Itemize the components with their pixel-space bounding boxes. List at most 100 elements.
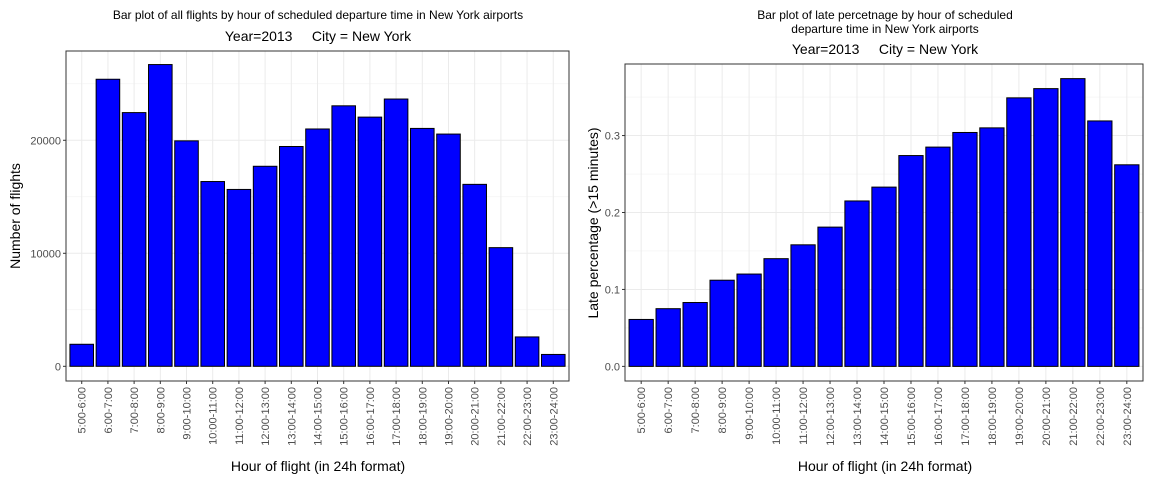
x-axis: 5:00-6:00 6:00-7:00 7:00-8:00 8:00-9:00 9:00… [636,381,1134,446]
x-axis-title: Hour of flight (in 24h format) [231,458,405,474]
late-percentage-chart: Bar plot of late percetnage by hour of s… [585,8,1144,474]
bar-22:00-23:00 [514,336,540,367]
x-tick-label: 20:00-21:00 [470,387,482,446]
x-tick-label: 5:00-6:00 [77,387,89,433]
bar-13:00-14:00 [279,145,304,367]
bars [628,78,1140,367]
x-tick-label: 21:00-22:00 [1068,387,1080,446]
x-tick-label: 10:00-11:00 [771,387,783,445]
bar-6:00-7:00 [95,78,121,367]
bar-15:00-16:00 [331,105,356,367]
bar-13:00-14:00 [844,200,870,367]
bar-20:00-21:00 [1033,88,1059,367]
x-tick-label: 22:00-23:00 [522,387,534,446]
bar-14:00-15:00 [305,128,330,367]
y-tick-label: 20000 [30,135,61,147]
x-tick-label: 13:00-14:00 [852,387,864,446]
chart-title: Bar plot of late percetnage by hour of s… [757,8,1013,22]
bar-23:00-24:00 [540,353,566,367]
bar-18:00-19:00 [979,127,1005,367]
bar-14:00-15:00 [871,186,897,367]
bar-7:00-8:00 [121,112,147,367]
y-tick-label: 0.2 [605,207,620,219]
x-tick-label: 17:00-18:00 [391,387,403,446]
x-tick-label: 15:00-16:00 [339,387,351,446]
bar-21:00-22:00 [1060,78,1086,367]
x-tick-label: 14:00-15:00 [879,387,891,446]
x-tick-label: 11:00-12:00 [234,387,246,445]
y-tick-label: 0.0 [605,361,620,373]
bar-16:00-17:00 [357,116,383,367]
x-tick-label: 8:00-9:00 [717,387,729,433]
chart-title: Bar plot of all flights by hour of sched… [113,8,523,22]
x-tick-label: 20:00-21:00 [1041,387,1053,446]
bar-15:00-16:00 [898,155,924,367]
x-tick-label: 8:00-9:00 [155,387,167,433]
x-tick-label: 12:00-13:00 [260,387,272,446]
bar-5:00-6:00 [69,343,95,367]
x-tick-label: 13:00-14:00 [286,387,298,446]
bar-8:00-9:00 [148,64,173,367]
x-tick-label: 9:00-10:00 [744,387,756,440]
bar-8:00-9:00 [709,279,735,367]
y-tick-label: 0.1 [605,284,620,296]
x-axis-title: Hour of flight (in 24h format) [798,458,972,474]
x-tick-label: 22:00-23:00 [1095,387,1107,446]
bar-22:00-23:00 [1087,120,1113,367]
bar-23:00-24:00 [1114,164,1140,367]
chart-subtitle: Year=2013 City = New York [225,28,412,44]
bar-5:00-6:00 [628,318,654,367]
x-tick-label: 16:00-17:00 [933,387,945,446]
x-tick-label: 5:00-6:00 [636,387,648,433]
bar-10:00-11:00 [763,258,789,367]
x-tick-label: 14:00-15:00 [313,387,325,446]
y-axis-title: Number of flights [7,163,23,269]
y-axis: 0 10000 20000 [30,135,66,373]
x-tick-label: 9:00-10:00 [182,387,194,440]
y-tick-label: 10000 [30,248,61,260]
x-tick-label: 23:00-24:00 [548,387,560,446]
bar-7:00-8:00 [682,302,708,367]
y-axis-title: Late percentage (>15 minutes) [585,127,601,318]
chart-subtitle: Year=2013 City = New York [792,41,979,57]
bar-20:00-21:00 [462,183,487,367]
bar-9:00-10:00 [174,140,199,367]
x-axis: 5:00-6:00 6:00-7:00 7:00-8:00 8:00-9:00 9:00… [77,381,560,446]
x-tick-label: 10:00-11:00 [208,387,220,445]
x-tick-label: 7:00-8:00 [129,387,141,433]
bar-10:00-11:00 [200,181,225,367]
x-tick-label: 18:00-19:00 [417,387,429,446]
bar-11:00-12:00 [226,188,252,367]
bar-9:00-10:00 [736,273,762,367]
x-tick-label: 19:00-20:00 [443,387,455,446]
y-axis: 0.0 0.1 0.2 0.3 [605,131,625,373]
bar-17:00-18:00 [952,131,978,367]
bar-19:00-20:00 [436,133,461,367]
x-tick-label: 11:00-12:00 [798,387,810,445]
bar-19:00-20:00 [1006,97,1032,367]
x-tick-label: 6:00-7:00 [103,387,115,433]
x-tick-label: 17:00-18:00 [960,387,972,446]
bar-11:00-12:00 [790,244,816,367]
x-tick-label: 19:00-20:00 [1014,387,1026,446]
x-tick-label: 21:00-22:00 [496,387,508,446]
bar-12:00-13:00 [252,165,278,367]
x-tick-label: 7:00-8:00 [690,387,702,433]
x-tick-label: 15:00-16:00 [906,387,918,446]
bar-17:00-18:00 [383,98,409,367]
bar-12:00-13:00 [817,226,843,367]
bars [69,64,566,367]
bar-6:00-7:00 [655,308,681,367]
x-tick-label: 23:00-24:00 [1122,387,1134,446]
y-tick-label: 0.3 [605,131,620,143]
x-tick-label: 16:00-17:00 [365,387,377,446]
y-tick-label: 0 [55,361,61,373]
x-tick-label: 6:00-7:00 [663,387,675,433]
bar-21:00-22:00 [488,247,514,367]
x-tick-label: 12:00-13:00 [825,387,837,446]
chart-title-line2: departure time in New York airports [791,22,978,36]
x-tick-label: 18:00-19:00 [987,387,999,446]
flights-count-chart: Bar plot of all flights by hour of sched… [7,8,570,474]
bar-16:00-17:00 [925,146,951,367]
